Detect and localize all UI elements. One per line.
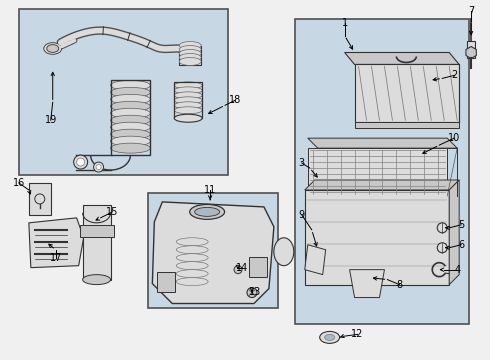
Ellipse shape	[111, 108, 150, 118]
Ellipse shape	[174, 87, 202, 94]
Bar	[249, 257, 267, 276]
Bar	[111, 80, 150, 155]
Ellipse shape	[174, 102, 202, 109]
Text: 7: 7	[468, 6, 474, 15]
Ellipse shape	[111, 87, 150, 97]
Text: 6: 6	[458, 240, 464, 250]
Ellipse shape	[176, 254, 208, 262]
Text: 17: 17	[49, 253, 62, 263]
Ellipse shape	[176, 278, 208, 285]
Ellipse shape	[179, 50, 201, 58]
Bar	[83, 205, 111, 280]
Ellipse shape	[174, 92, 202, 99]
Polygon shape	[344, 53, 459, 64]
Text: 16: 16	[13, 178, 25, 188]
Text: 4: 4	[454, 265, 460, 275]
Ellipse shape	[111, 136, 150, 146]
Polygon shape	[305, 245, 326, 275]
Bar	[467, 41, 475, 58]
Ellipse shape	[325, 334, 335, 340]
Bar	[157, 272, 175, 292]
Text: 19: 19	[45, 115, 57, 125]
Ellipse shape	[179, 45, 201, 54]
Ellipse shape	[111, 129, 150, 139]
Ellipse shape	[44, 43, 62, 54]
Polygon shape	[308, 138, 457, 148]
Ellipse shape	[83, 275, 111, 285]
Ellipse shape	[174, 114, 202, 122]
Bar	[308, 148, 447, 196]
Bar	[305, 190, 449, 285]
Bar	[148, 193, 278, 307]
Ellipse shape	[179, 41, 201, 50]
Text: 12: 12	[351, 329, 364, 339]
Text: 1: 1	[342, 18, 348, 28]
Polygon shape	[305, 180, 459, 190]
Text: 18: 18	[229, 95, 241, 105]
Polygon shape	[355, 64, 459, 122]
Text: 5: 5	[458, 220, 465, 230]
Bar	[29, 183, 51, 215]
Ellipse shape	[274, 238, 294, 266]
Text: 15: 15	[106, 207, 119, 217]
Bar	[355, 122, 459, 128]
Polygon shape	[449, 180, 459, 285]
Bar	[174, 82, 202, 118]
Ellipse shape	[176, 270, 208, 278]
Text: 8: 8	[396, 280, 402, 289]
Ellipse shape	[76, 158, 85, 166]
Ellipse shape	[111, 115, 150, 125]
Bar	[80, 225, 114, 237]
Ellipse shape	[96, 165, 101, 170]
Bar	[19, 9, 228, 175]
Ellipse shape	[174, 107, 202, 114]
Ellipse shape	[319, 332, 340, 343]
Polygon shape	[349, 270, 385, 298]
Text: 3: 3	[299, 158, 305, 168]
Ellipse shape	[176, 246, 208, 254]
Ellipse shape	[111, 101, 150, 111]
Bar	[295, 19, 469, 324]
Circle shape	[247, 288, 257, 298]
Ellipse shape	[47, 45, 59, 53]
Text: 9: 9	[299, 210, 305, 220]
Polygon shape	[152, 202, 274, 303]
Bar	[179, 45, 201, 66]
Polygon shape	[29, 218, 84, 268]
Circle shape	[437, 243, 447, 253]
Ellipse shape	[179, 54, 201, 62]
Ellipse shape	[94, 162, 103, 172]
Ellipse shape	[176, 262, 208, 270]
Text: 10: 10	[448, 133, 460, 143]
Circle shape	[234, 266, 242, 274]
Ellipse shape	[111, 80, 150, 90]
Ellipse shape	[176, 238, 208, 246]
Ellipse shape	[74, 155, 88, 169]
Ellipse shape	[195, 207, 220, 216]
Ellipse shape	[174, 97, 202, 104]
Text: 2: 2	[451, 71, 457, 80]
Circle shape	[437, 223, 447, 233]
Ellipse shape	[190, 204, 224, 219]
Ellipse shape	[174, 82, 202, 89]
Text: 11: 11	[204, 185, 216, 195]
Ellipse shape	[111, 143, 150, 153]
Ellipse shape	[179, 58, 201, 66]
Text: 13: 13	[249, 287, 261, 297]
Ellipse shape	[111, 94, 150, 104]
Text: 14: 14	[236, 263, 248, 273]
Ellipse shape	[111, 122, 150, 132]
